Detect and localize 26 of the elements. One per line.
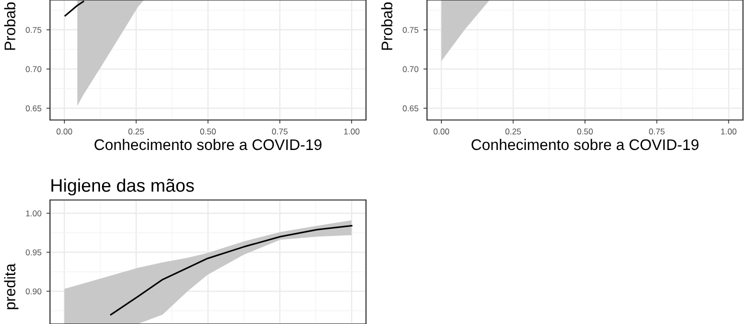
line-series: [110, 224, 352, 316]
x-tick-label: 0.75: [272, 128, 288, 134]
y-tick-label: 0.75: [402, 27, 418, 33]
y-tick-label: 0.75: [26, 27, 42, 33]
x-tick-label: 0.00: [434, 128, 450, 134]
y-tick-label: 0.90: [26, 288, 42, 294]
x-axis-title: Conhecimento sobre a COVID-19: [94, 138, 322, 150]
y-tick-label: 0.70: [26, 66, 42, 72]
y-tick-label: 0.95: [26, 249, 42, 256]
x-tick-label: 0.25: [128, 128, 144, 134]
x-tick-label: 1.00: [344, 128, 360, 134]
chart-title: Higiene das mãos: [51, 178, 194, 196]
x-tick-label: 0.75: [649, 128, 665, 134]
x-tick-label: 0.50: [200, 128, 216, 134]
y-axis-title: Probab: [381, 2, 392, 50]
y-tick-label: 0.65: [402, 105, 418, 112]
x-tick-label: 0.50: [577, 128, 593, 134]
y-tick-label: 1.00: [26, 210, 42, 216]
x-tick-label: 0.25: [505, 128, 521, 134]
x-axis-title: Conhecimento sobre a COVID-19: [472, 138, 698, 150]
x-tick-label: 1.00: [721, 128, 736, 134]
y-axis-title: predita: [4, 263, 18, 310]
y-axis-title: Probab: [4, 2, 16, 50]
y-tick-label: 0.65: [26, 105, 42, 112]
y-tick-label: 0.70: [402, 66, 418, 72]
x-tick-label: 0.00: [56, 128, 72, 134]
